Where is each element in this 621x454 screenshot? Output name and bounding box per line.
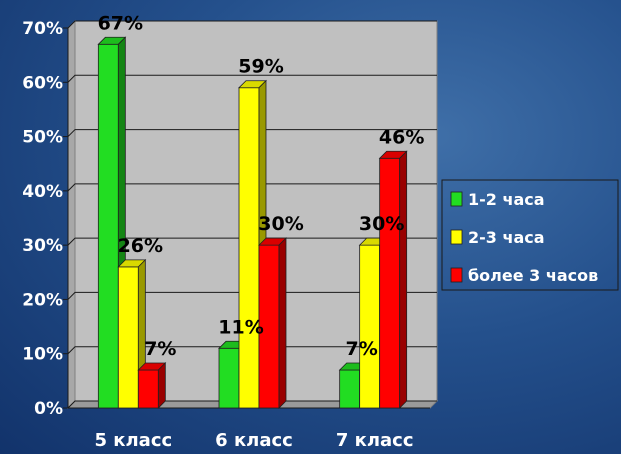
data-labels: 67% 26% 7% 11% 59% 30% 7% 30% 46% (98, 12, 425, 360)
bar-side (278, 237, 287, 409)
bar-side (399, 150, 408, 409)
x-category-label: 5 класс (94, 430, 172, 451)
bar-front (218, 347, 240, 409)
data-label: 11% (218, 316, 263, 338)
y-tick-label: 70% (22, 19, 63, 39)
data-label: 7% (346, 338, 378, 360)
bar-front (379, 157, 401, 409)
legend-swatch (450, 191, 463, 207)
data-label: 7% (144, 338, 176, 360)
data-label: 30% (258, 213, 303, 235)
y-tick-label: 50% (22, 128, 63, 148)
bars (97, 36, 408, 409)
legend-box (441, 179, 619, 291)
legend: 1-2 часа 2-3 часа более 3 часов (441, 179, 619, 291)
gridline (67, 129, 437, 137)
bar-side (157, 362, 166, 409)
legend-swatch (450, 229, 463, 245)
gridline (67, 183, 437, 192)
data-label: 46% (379, 126, 424, 148)
x-axis: 5 класс 6 класс 7 класс (94, 430, 413, 451)
bar (137, 362, 167, 409)
y-tick-label: 40% (22, 182, 63, 202)
y-tick-label: 20% (22, 290, 63, 310)
bar-front (137, 369, 159, 409)
data-label: 26% (118, 235, 163, 257)
legend-label: 1-2 часа (468, 190, 545, 209)
gridline (67, 291, 437, 300)
gridline (67, 20, 437, 29)
legend-label: более 3 часов (468, 266, 598, 285)
bar-front (359, 244, 381, 409)
gridline (67, 400, 437, 409)
bar (258, 237, 287, 409)
gridline (67, 237, 437, 246)
data-label: 59% (238, 56, 283, 78)
y-tick-label: 0% (34, 399, 63, 419)
y-tick-label: 60% (22, 73, 63, 93)
data-label: 30% (359, 213, 404, 235)
bar-front (238, 87, 260, 409)
gridline (67, 74, 437, 83)
legend-label: 2-3 часа (468, 228, 545, 247)
bar-front (97, 43, 119, 409)
bar-front (117, 266, 139, 409)
x-category-label: 6 класс (215, 430, 293, 451)
bar-front (339, 369, 361, 409)
gridline (67, 346, 437, 355)
y-tick-label: 10% (22, 345, 63, 365)
bar (378, 150, 408, 409)
data-label: 67% (98, 12, 143, 34)
y-tick-label: 30% (22, 236, 63, 256)
x-category-label: 7 класс (336, 430, 414, 451)
legend-swatch (450, 267, 463, 283)
